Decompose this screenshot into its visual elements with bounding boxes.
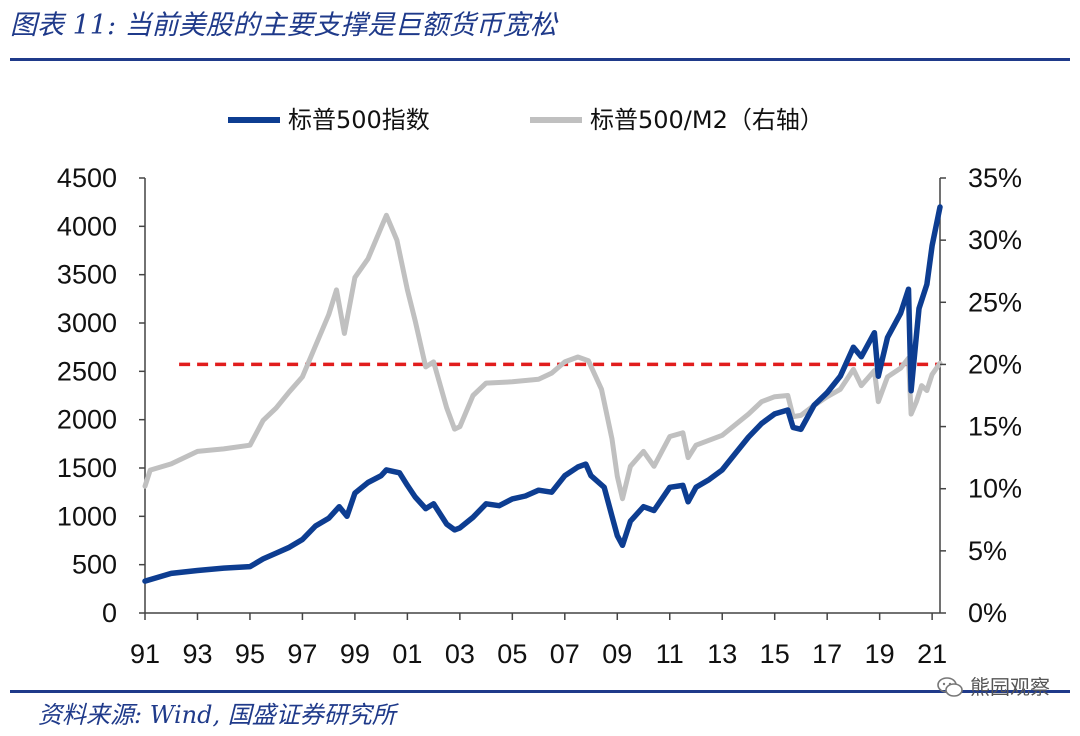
left-tick-label: 3000 bbox=[57, 308, 117, 338]
series-layer bbox=[142, 204, 943, 584]
x-tick-label: 19 bbox=[865, 639, 895, 669]
x-tick-label: 09 bbox=[602, 639, 632, 669]
x-tick-label: 93 bbox=[182, 639, 212, 669]
right-tick-label: 5% bbox=[968, 536, 1007, 566]
x-tick-label: 15 bbox=[760, 639, 790, 669]
x-tick-label: 21 bbox=[917, 639, 947, 669]
x-tick-label: 99 bbox=[340, 639, 370, 669]
series-line-ratio bbox=[142, 212, 943, 502]
right-tick-label: 15% bbox=[968, 412, 1022, 442]
chart-title: 图表 11: 当前美股的主要支撑是巨额货币宽松 bbox=[10, 10, 557, 41]
wechat-icon bbox=[937, 677, 963, 697]
legend-label: 标普500/M2（右轴） bbox=[590, 106, 824, 134]
left-tick-label: 2500 bbox=[57, 356, 117, 386]
right-tick-label: 25% bbox=[968, 287, 1022, 317]
right-tick-label: 35% bbox=[968, 163, 1022, 193]
x-tick-label: 07 bbox=[550, 639, 580, 669]
plot-frame bbox=[144, 178, 941, 614]
x-tick-label: 91 bbox=[130, 639, 160, 669]
left-tick-label: 1500 bbox=[57, 453, 117, 483]
left-tick-label: 4000 bbox=[57, 211, 117, 241]
left-tick-label: 4500 bbox=[57, 163, 117, 193]
source-note: 资料来源: Wind, 国盛证券研究所 bbox=[38, 701, 396, 729]
left-tick-label: 0 bbox=[102, 598, 117, 628]
left-tick-label: 1000 bbox=[57, 501, 117, 531]
x-tick-label: 97 bbox=[287, 639, 317, 669]
x-tick-label: 13 bbox=[707, 639, 737, 669]
left-tick-label: 500 bbox=[72, 550, 117, 580]
x-tick-label: 01 bbox=[392, 639, 422, 669]
x-tick-label: 17 bbox=[812, 639, 842, 669]
x-tick-label: 11 bbox=[656, 639, 684, 669]
header-rule bbox=[10, 58, 1070, 61]
right-tick-label: 0% bbox=[968, 598, 1007, 628]
right-tick-label: 10% bbox=[968, 474, 1022, 504]
footer-rule bbox=[10, 690, 1070, 693]
left-tick-label: 3500 bbox=[57, 260, 117, 290]
legend-label: 标普500指数 bbox=[288, 106, 430, 134]
x-tick-label: 05 bbox=[497, 639, 527, 669]
line-chart: 0 500 1000 1500 2000 2500 3000 3500 4000 4500 0% 5… bbox=[57, 106, 1022, 669]
x-axis-ticks: 91 93 95 97 99 01 03 05 07 09 11 13 15 17 19 21 bbox=[130, 613, 947, 669]
legend: 标普500指数 标普500/M2（右轴） bbox=[228, 106, 824, 134]
left-axis-ticks: 0 500 1000 1500 2000 2500 3000 3500 4000 4500 bbox=[57, 163, 145, 628]
watermark: 熊园观察 bbox=[936, 670, 1050, 704]
right-tick-label: 30% bbox=[968, 225, 1022, 255]
x-tick-label: 95 bbox=[235, 639, 265, 669]
watermark-label: 熊园观察 bbox=[970, 675, 1050, 699]
x-tick-label: 03 bbox=[445, 639, 475, 669]
series-line-index bbox=[142, 204, 943, 584]
left-tick-label: 2000 bbox=[57, 405, 117, 435]
right-axis-ticks: 0% 5% 10% 15% 20% 25% 30% 35% bbox=[940, 163, 1022, 628]
right-tick-label: 20% bbox=[968, 349, 1022, 379]
